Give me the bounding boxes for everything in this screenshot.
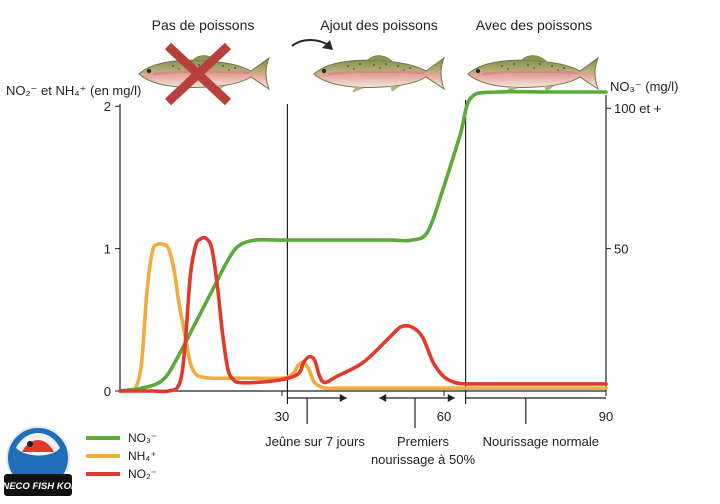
legend-label-no3: NO₃⁻ (128, 431, 157, 445)
fish-added-icon (312, 54, 446, 94)
phase-label-1: Pas de poissons (152, 17, 255, 33)
annotation-feeding-label: Premiers nourissage à 50% (371, 434, 476, 467)
y-left-tick-label: 2 (104, 99, 111, 114)
cross-icon (164, 42, 232, 106)
y-axis-left-label: NO₂⁻ et NH₄⁺ (en mg/l) (6, 83, 141, 98)
arrow-in-icon (291, 39, 333, 50)
y-left-tick-label: 1 (104, 242, 111, 257)
series-line-nh4 (118, 241, 608, 393)
phase-label-3: Avec des poissons (476, 17, 592, 33)
logo-text: NECO FISH KOI (2, 481, 74, 492)
y-right-tick-label: 100 et + (614, 101, 661, 116)
legend-label-no2: NO₂⁻ (128, 467, 157, 481)
legend-label-nh4: NH₄⁺ (128, 449, 157, 463)
annotation-fast-label: Jeûne sur 7 jours (265, 434, 365, 449)
series-line-no3 (118, 89, 608, 393)
x-tick-label: 30 (275, 409, 289, 424)
x-tick-label: 60 (437, 409, 451, 424)
y-axis-right-label: NO₃⁻ (mg/l) (610, 79, 679, 94)
series-line-no2 (118, 235, 608, 394)
annotation-arrowhead (447, 394, 455, 402)
annotation-arrowhead (339, 394, 347, 402)
neco-fish-koi-logo: NECO FISH KOI (2, 426, 74, 496)
annotation-normal-label: Nourissage normale (483, 434, 599, 449)
legend: NO₃⁻ NH₄⁺ NO₂⁻ (86, 431, 157, 481)
y-right-tick-label: 50 (614, 242, 628, 257)
annotation-arrowhead (379, 394, 387, 402)
phase-label-2: Ajout des poissons (320, 17, 438, 33)
y-left-tick-label: 0 (104, 384, 111, 399)
x-tick-label: 90 (599, 409, 613, 424)
fish-present-icon (466, 54, 600, 94)
